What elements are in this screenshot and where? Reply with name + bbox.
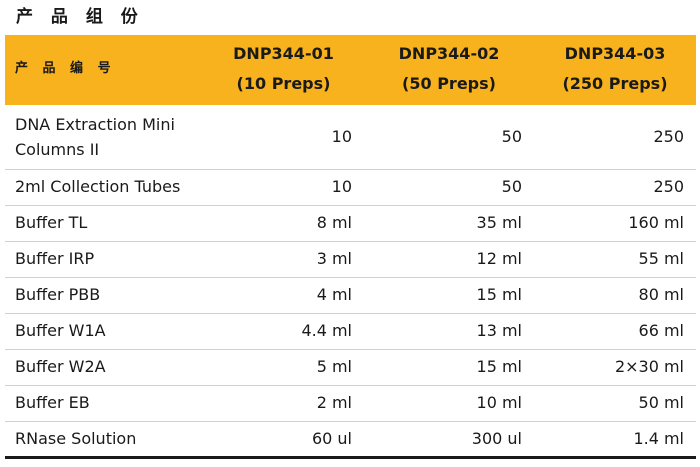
row-value-02: 50 <box>364 104 534 170</box>
row-value-01: 5 ml <box>203 349 364 386</box>
row-name: Buffer PBB <box>5 277 203 314</box>
header-product-number: 产 品 编 号 <box>5 35 203 105</box>
row-value-01: 10 <box>203 104 364 170</box>
row-name: RNase Solution <box>5 421 203 459</box>
row-value-03: 250 <box>534 169 696 206</box>
row-value-02: 12 ml <box>364 241 534 278</box>
row-value-01: 4.4 ml <box>203 313 364 350</box>
table-row: Buffer W1A 4.4 ml 13 ml 66 ml <box>5 313 696 350</box>
header-col-3-preps: (250 Preps) <box>562 74 668 94</box>
row-value-01: 8 ml <box>203 205 364 242</box>
row-value-03: 80 ml <box>534 277 696 314</box>
row-value-03: 2×30 ml <box>534 349 696 386</box>
row-value-02: 50 <box>364 169 534 206</box>
row-name: Buffer EB <box>5 385 203 422</box>
row-name: Buffer IRP <box>5 241 203 278</box>
table-row: Buffer IRP 3 ml 12 ml 55 ml <box>5 241 696 278</box>
row-value-03: 55 ml <box>534 241 696 278</box>
header-col-2-preps: (50 Preps) <box>402 74 496 94</box>
row-name: Buffer TL <box>5 205 203 242</box>
table-row: Buffer EB 2 ml 10 ml 50 ml <box>5 385 696 422</box>
table-row: Buffer TL 8 ml 35 ml 160 ml <box>5 205 696 242</box>
table-header-row: 产 品 编 号 DNP344-01 (10 Preps) DNP344-02 (… <box>5 35 696 105</box>
row-value-01: 3 ml <box>203 241 364 278</box>
components-table: 产 品 编 号 DNP344-01 (10 Preps) DNP344-02 (… <box>5 35 696 459</box>
row-value-02: 35 ml <box>364 205 534 242</box>
row-value-03: 1.4 ml <box>534 421 696 459</box>
row-value-03: 66 ml <box>534 313 696 350</box>
row-value-02: 10 ml <box>364 385 534 422</box>
row-value-03: 160 ml <box>534 205 696 242</box>
header-col-1-code: DNP344-01 <box>233 44 334 64</box>
table-row: 2ml Collection Tubes 10 50 250 <box>5 169 696 206</box>
header-col-2-code: DNP344-02 <box>398 44 500 64</box>
header-col-1-preps: (10 Preps) <box>236 74 331 94</box>
row-name: Buffer W1A <box>5 313 203 350</box>
row-value-03: 50 ml <box>534 385 696 422</box>
row-value-02: 15 ml <box>364 349 534 386</box>
header-col-1: DNP344-01 (10 Preps) <box>203 35 364 105</box>
header-col-3-code: DNP344-03 <box>564 44 666 64</box>
header-col-2: DNP344-02 (50 Preps) <box>364 35 534 105</box>
row-value-01: 60 ul <box>203 421 364 459</box>
table-row: Buffer PBB 4 ml 15 ml 80 ml <box>5 277 696 314</box>
row-name: Buffer W2A <box>5 349 203 386</box>
row-name: 2ml Collection Tubes <box>5 169 203 206</box>
row-value-02: 13 ml <box>364 313 534 350</box>
row-name: DNA Extraction Mini Columns II <box>5 104 203 170</box>
row-value-01: 4 ml <box>203 277 364 314</box>
row-value-03: 250 <box>534 104 696 170</box>
row-value-01: 10 <box>203 169 364 206</box>
row-value-02: 15 ml <box>364 277 534 314</box>
table-row: Buffer W2A 5 ml 15 ml 2×30 ml <box>5 349 696 386</box>
table-row: DNA Extraction Mini Columns II 10 50 250 <box>5 104 696 170</box>
row-value-01: 2 ml <box>203 385 364 422</box>
header-col-3: DNP344-03 (250 Preps) <box>534 35 696 105</box>
row-value-02: 300 ul <box>364 421 534 459</box>
page-title: 产 品 组 份 <box>16 7 144 27</box>
table-row: RNase Solution 60 ul 300 ul 1.4 ml <box>5 421 696 459</box>
